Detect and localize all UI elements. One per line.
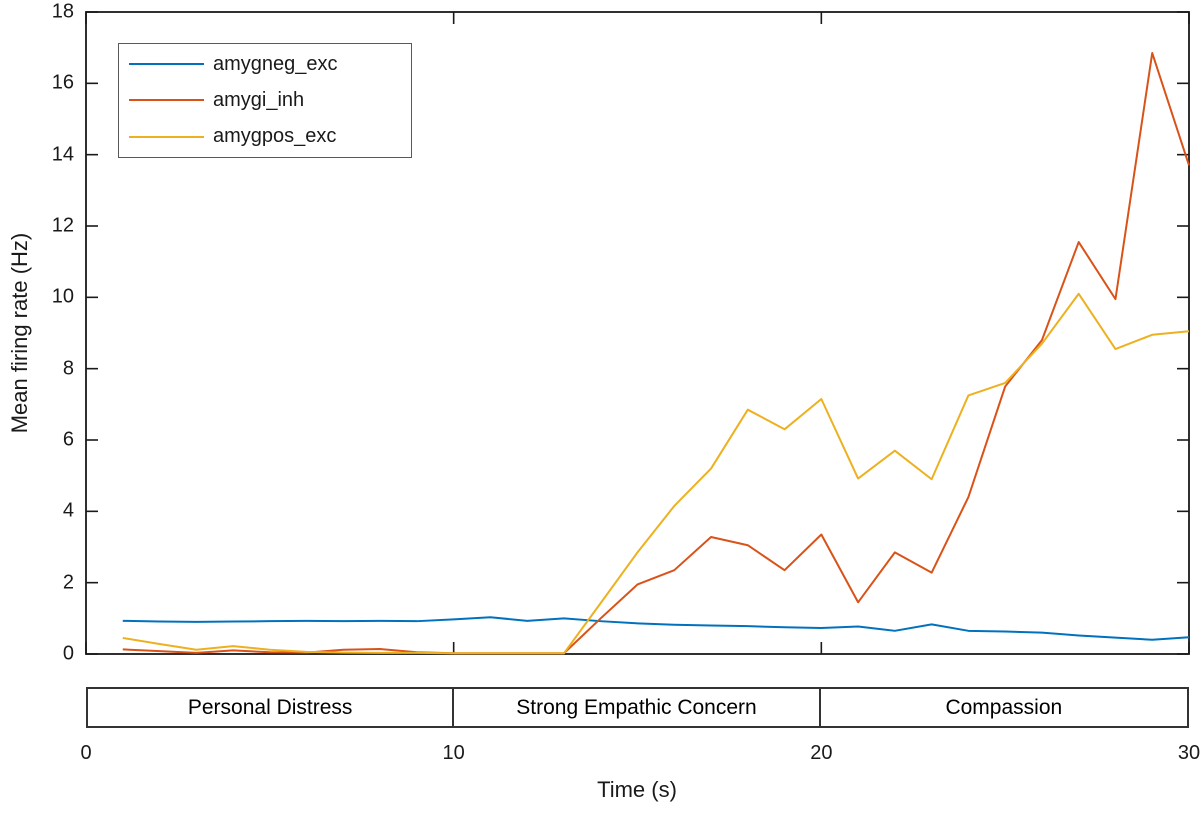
y-tick-label: 6 xyxy=(62,428,74,451)
band-segment: Compassion xyxy=(945,695,1063,719)
series-line-amygi_inh xyxy=(122,52,1190,655)
band-segment: Personal Distress xyxy=(88,689,455,726)
x-axis-label: Time (s) xyxy=(597,777,677,802)
x-tick-label: 10 xyxy=(442,742,465,764)
y-tick-label: 4 xyxy=(62,499,74,522)
legend-item: amygneg_exc xyxy=(119,53,411,76)
x-tick-label: 30 xyxy=(1177,742,1200,764)
y-tick-label: 0 xyxy=(62,642,74,665)
legend-item-label: amygpos_exc xyxy=(213,125,337,148)
legend-item-label: amygi_inh xyxy=(213,88,305,111)
band-segment: Strong Empathic Concern xyxy=(454,689,821,726)
series-line-amygpos_exc xyxy=(122,292,1190,655)
legend-line-swatch xyxy=(129,135,204,138)
legend-line-swatch xyxy=(129,99,204,102)
y-tick-label: 12 xyxy=(51,214,74,237)
legend: amygneg_exc amygi_inh amygpos_exc xyxy=(118,43,412,158)
y-tick-label: 8 xyxy=(62,357,74,380)
y-axis-label: Mean firing rate (Hz) xyxy=(7,232,32,434)
legend-line-swatch xyxy=(129,63,204,66)
legend-item: amygi_inh xyxy=(119,89,411,112)
condition-band: Personal Distress Strong Empathic Concer… xyxy=(86,687,1189,728)
legend-item: amygpos_exc xyxy=(119,125,411,148)
legend-item-label: amygneg_exc xyxy=(213,52,338,75)
y-tick-label: 2 xyxy=(62,571,74,594)
x-tick-label: 20 xyxy=(810,742,833,764)
y-tick-label: 14 xyxy=(51,143,74,166)
x-tick-label: 0 xyxy=(80,742,92,764)
series-line-amygneg_exc xyxy=(122,616,1190,641)
y-tick-label: 10 xyxy=(51,285,74,308)
y-tick-label: 18 xyxy=(51,0,74,23)
y-tick-label: 16 xyxy=(51,71,74,94)
